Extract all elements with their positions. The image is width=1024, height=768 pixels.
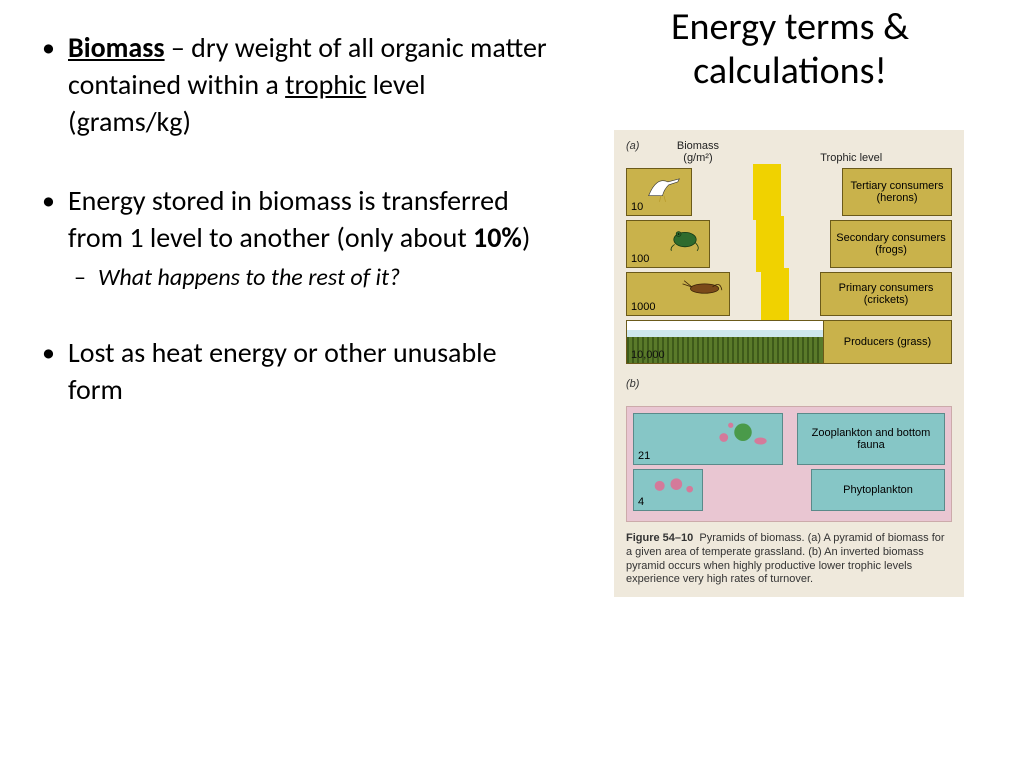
pyramid-a-producers: 10,000 Producers (grass) xyxy=(626,320,952,364)
biomass-value: 10,000 xyxy=(631,349,665,361)
sub-question: What happens to the rest of it? xyxy=(68,263,548,293)
bullet-transfer: Energy stored in biomass is transferred … xyxy=(38,183,548,293)
bullet-biomass: Biomass – dry weight of all organic matt… xyxy=(38,30,548,141)
b2-t2: ) xyxy=(522,220,531,255)
trophic-label: Producers (grass) xyxy=(823,321,951,363)
biomass-value: 100 xyxy=(626,220,710,268)
term-biomass: Biomass xyxy=(68,30,165,65)
pyramid-a-row: 10 Tertiary consumers (herons) xyxy=(626,168,952,216)
biomass-figure: (a) Biomass (g/m²) Trophic level 10 Terti… xyxy=(614,130,964,597)
figure-caption: Figure 54–10 Pyramids of biomass. (a) A … xyxy=(626,532,952,587)
term-trophic: trophic xyxy=(285,67,366,102)
header-biomass: Biomass (g/m²) xyxy=(645,140,750,164)
biomass-value: 4 xyxy=(633,469,703,511)
pyramid-a-row: 1000 Primary consumers (crickets) xyxy=(626,272,952,316)
panel-a-label: (a) xyxy=(626,140,639,152)
trophic-label: Secondary consumers (frogs) xyxy=(830,220,952,268)
pyramid-b-row: 21 Zooplankton and bottom fauna xyxy=(633,413,945,465)
panel-b-label: (b) xyxy=(626,378,952,390)
trophic-label: Phytoplankton xyxy=(811,469,945,511)
trophic-label: Tertiary consumers (herons) xyxy=(842,168,952,216)
biomass-value: 21 xyxy=(633,413,783,465)
b2-t1: Energy stored in biomass is transferred … xyxy=(68,183,509,255)
pyramid-b-row: 4 Phytoplankton xyxy=(633,469,945,511)
header-trophic: Trophic level xyxy=(750,152,952,164)
pyramid-b: 21 Zooplankton and bottom fauna 4 Phytoplan… xyxy=(626,406,952,522)
biomass-value: 10 xyxy=(626,168,692,216)
biomass-value: 1000 xyxy=(626,272,730,316)
trophic-label: Primary consumers (crickets) xyxy=(820,272,952,316)
slide-title: Energy terms & calculations! xyxy=(580,6,1000,93)
pyramid-a: 10 Tertiary consumers (herons) 100 Secondar… xyxy=(626,168,952,364)
b2-bold: 10% xyxy=(473,220,522,255)
caption-fignum: Figure 54–10 xyxy=(626,532,693,544)
bullet-lost: Lost as heat energy or other unusable fo… xyxy=(38,335,548,409)
caption-title: Pyramids of biomass. xyxy=(699,532,804,544)
bullet-column: Biomass – dry weight of all organic matt… xyxy=(38,30,548,451)
trophic-label: Zooplankton and bottom fauna xyxy=(797,413,945,465)
pyramid-a-row: 100 Secondary consumers (frogs) xyxy=(626,220,952,268)
